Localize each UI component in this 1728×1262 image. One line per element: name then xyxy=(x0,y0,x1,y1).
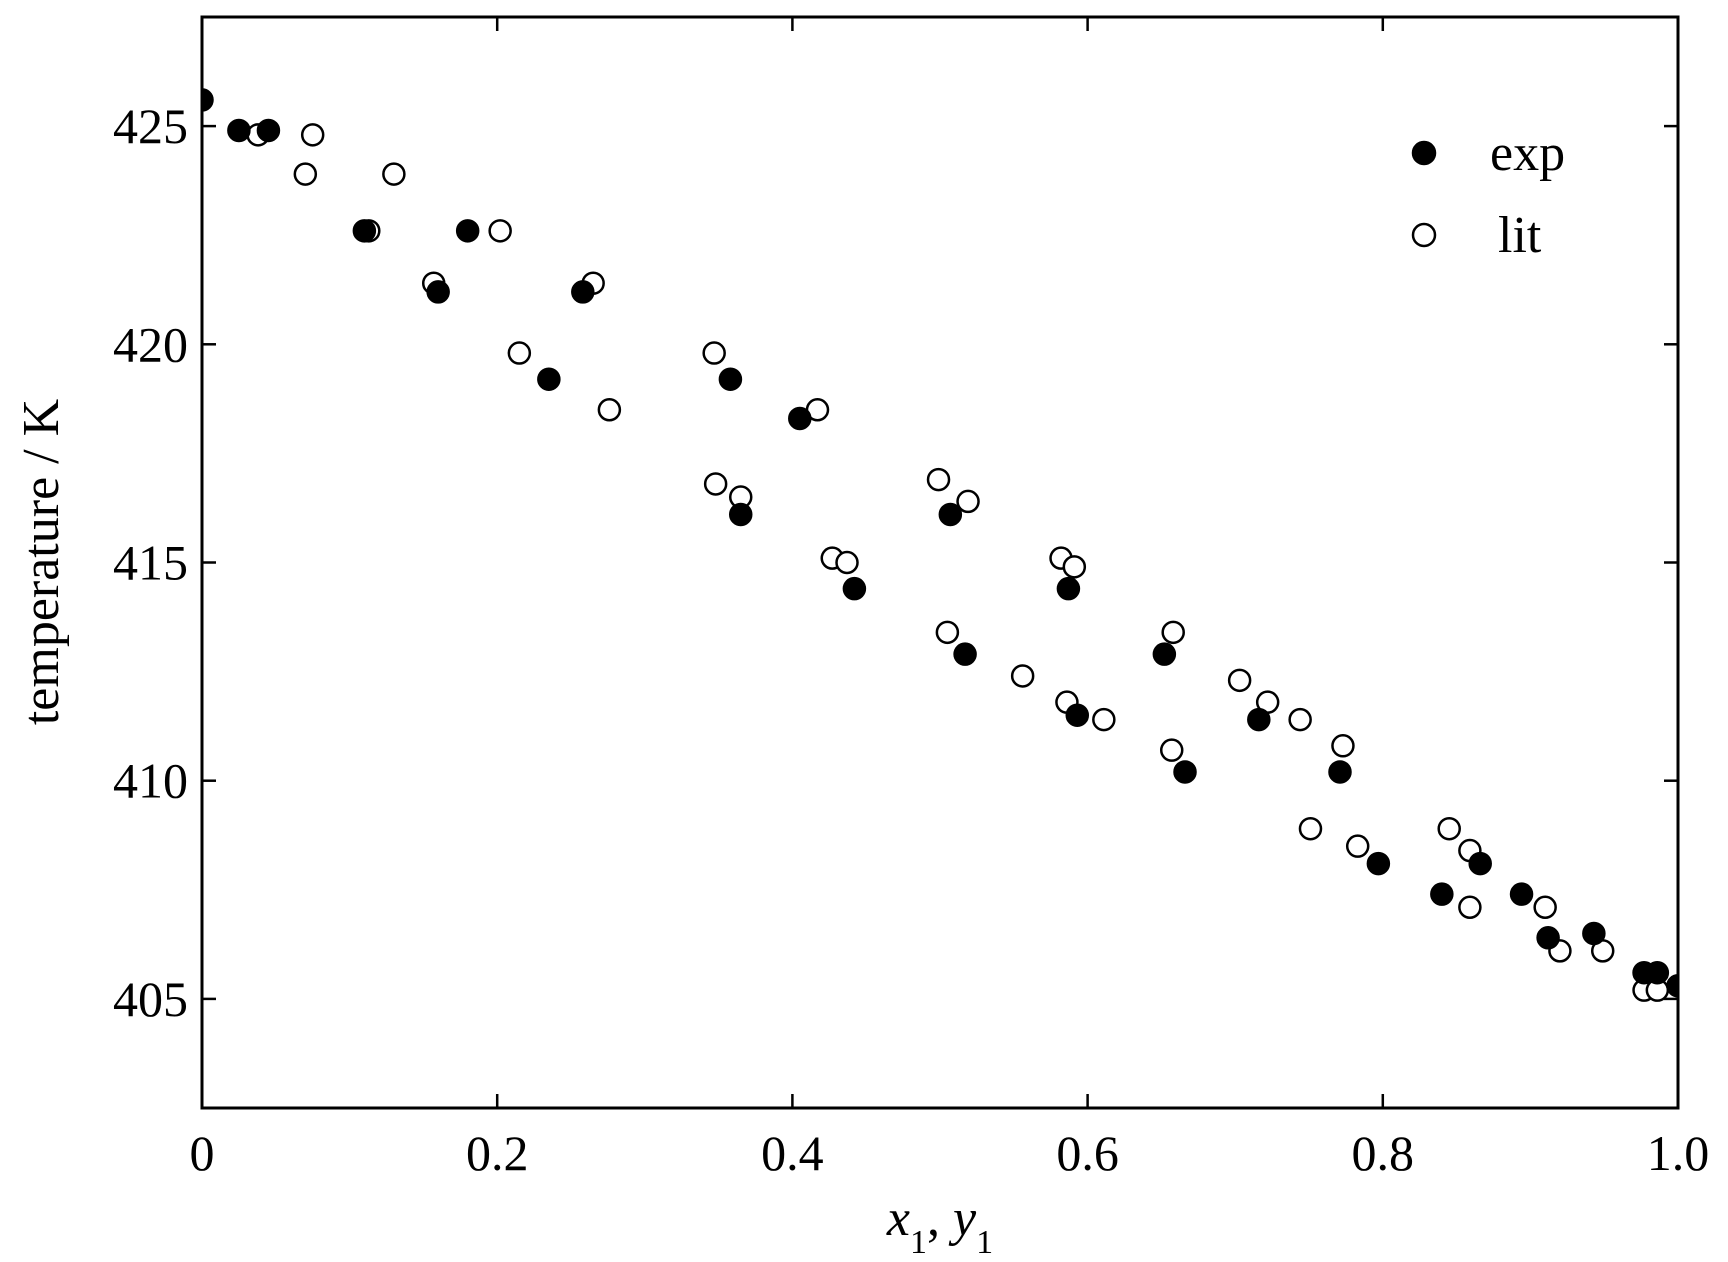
x-tick-label: 0.2 xyxy=(466,1125,529,1181)
point-exp xyxy=(1065,703,1090,727)
legend-label-lit: lit xyxy=(1498,207,1542,264)
y-tick-label: 415 xyxy=(113,535,188,591)
point-lit xyxy=(1533,895,1557,920)
point-exp xyxy=(202,88,214,112)
x-tick-label: 1.0 xyxy=(1647,1125,1710,1181)
point-exp xyxy=(1173,760,1197,784)
point-lit xyxy=(926,467,951,492)
point-exp xyxy=(571,280,595,304)
point-lit xyxy=(1227,668,1252,693)
point-exp xyxy=(455,219,480,243)
point-exp xyxy=(1509,882,1534,906)
y-axis: 405 410 415 420 425 xyxy=(113,98,1678,1027)
y-tick-label: 410 xyxy=(113,753,188,809)
point-exp xyxy=(1430,882,1454,906)
x-tick-label: 0 xyxy=(190,1125,215,1181)
point-lit xyxy=(935,620,960,645)
x-tick-label: 0.6 xyxy=(1056,1125,1119,1181)
y-tick-label: 420 xyxy=(113,316,188,372)
x-tick-label: 0.4 xyxy=(761,1125,824,1181)
point-lit xyxy=(1345,834,1370,858)
legend: exp lit xyxy=(1411,125,1565,264)
point-lit xyxy=(507,341,532,365)
point-exp xyxy=(1328,760,1352,784)
point-lit xyxy=(1161,620,1185,645)
point-lit xyxy=(702,341,726,365)
data-points xyxy=(202,88,1678,1002)
point-lit xyxy=(1092,707,1116,732)
point-exp xyxy=(1582,921,1606,946)
point-exp xyxy=(1056,576,1081,601)
point-exp xyxy=(1536,926,1560,950)
point-lit xyxy=(956,489,980,514)
legend-label-exp: exp xyxy=(1490,125,1565,182)
point-exp xyxy=(1645,960,1670,985)
point-lit xyxy=(488,219,512,243)
legend-marker-exp xyxy=(1411,140,1437,166)
x-axis-title: x1, y1 xyxy=(886,1190,993,1261)
point-lit xyxy=(1062,555,1087,579)
point-exp xyxy=(426,280,450,304)
point-exp xyxy=(718,367,743,391)
x-axis: 0 0.2 0.4 0.6 0.8 1.0 xyxy=(190,17,1710,1181)
point-exp xyxy=(1247,707,1271,732)
point-exp xyxy=(1152,642,1177,666)
point-exp xyxy=(352,219,377,243)
point-exp xyxy=(1666,974,1678,998)
point-lit xyxy=(293,162,318,186)
point-lit xyxy=(1159,738,1184,762)
y-tick-label: 405 xyxy=(113,971,188,1027)
point-exp xyxy=(953,642,977,666)
point-exp xyxy=(256,118,281,143)
x-tick-label: 0.8 xyxy=(1352,1125,1415,1181)
point-lit xyxy=(382,162,406,186)
point-lit xyxy=(300,123,325,147)
point-lit xyxy=(1437,816,1461,841)
point-exp xyxy=(788,406,812,431)
point-exp xyxy=(728,502,753,527)
point-exp xyxy=(227,118,251,143)
point-lit xyxy=(1288,707,1312,732)
point-lit xyxy=(835,550,859,575)
point-lit xyxy=(1458,895,1482,920)
point-exp xyxy=(842,576,867,601)
legend-marker-lit xyxy=(1411,222,1437,248)
y-tick-label: 425 xyxy=(113,98,188,154)
point-lit xyxy=(1331,734,1355,758)
plot-frame xyxy=(200,15,1680,1110)
y-axis-title: temperature / K xyxy=(13,398,70,725)
point-lit xyxy=(1010,664,1035,688)
point-exp xyxy=(938,502,963,527)
point-exp xyxy=(537,367,561,391)
point-exp xyxy=(1366,851,1391,876)
point-lit xyxy=(1298,816,1323,841)
point-exp xyxy=(1468,851,1492,876)
point-lit xyxy=(597,398,622,422)
point-lit xyxy=(703,472,728,496)
